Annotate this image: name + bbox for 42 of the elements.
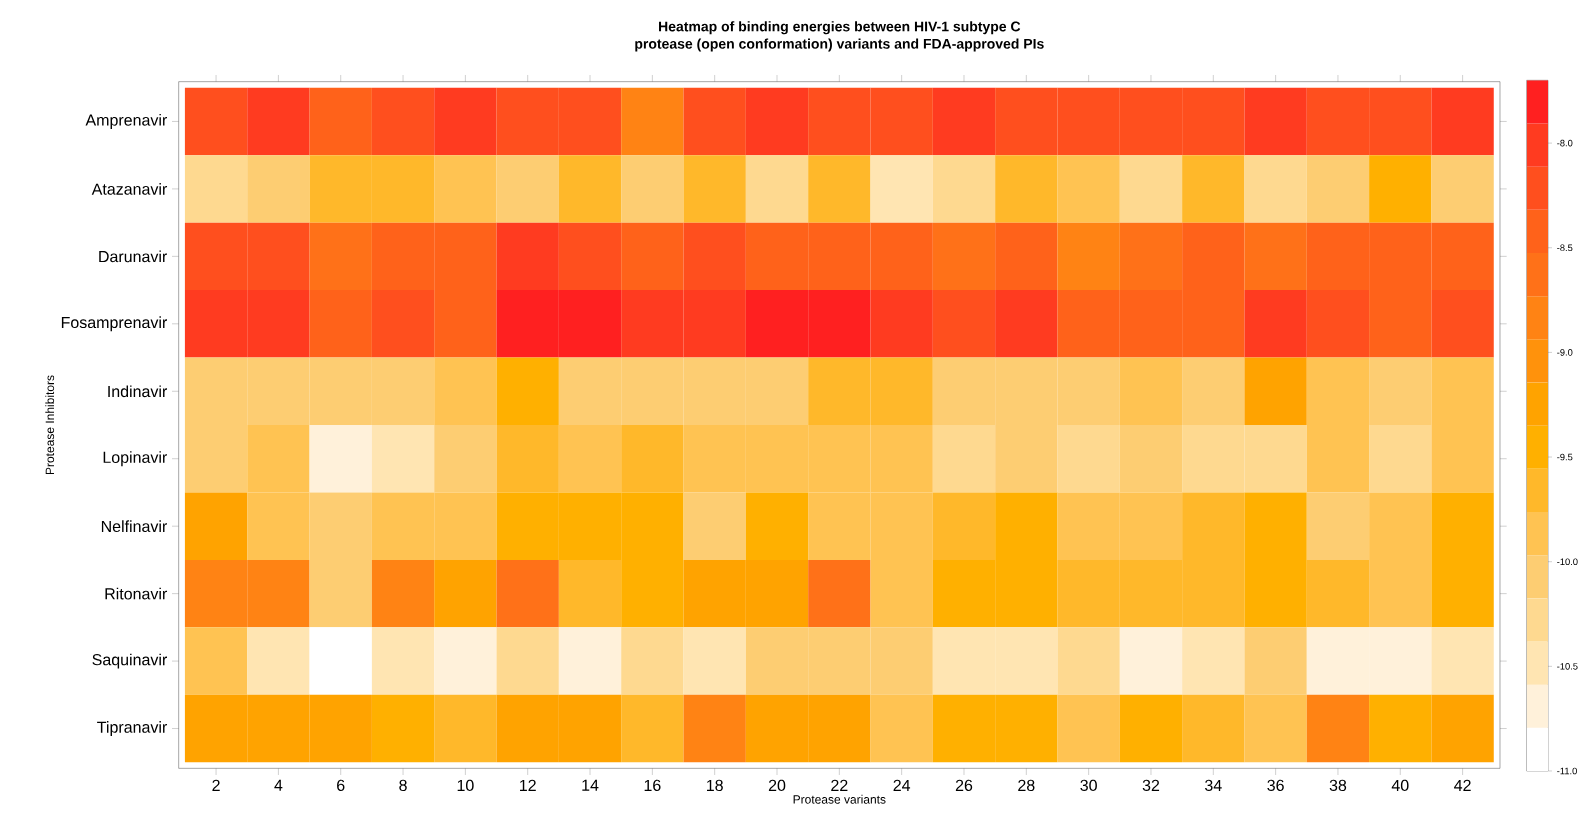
x-tick-label: 30 <box>1080 779 1097 792</box>
x-tick-label: 40 <box>1391 779 1409 792</box>
y-axis-title: Protease Inhibitors <box>45 375 55 475</box>
x-tick-label: 2 <box>212 779 220 791</box>
x-tick-label: 22 <box>831 779 848 791</box>
x-tick-label: 4 <box>274 779 283 791</box>
y-tick-label: Indinavir <box>108 385 168 398</box>
x-tick-label: 12 <box>520 779 536 791</box>
y-tick-label: Tipranavir <box>97 721 168 736</box>
color-bar-label: -9.5 <box>1557 453 1573 461</box>
x-tick-label: 20 <box>768 779 786 792</box>
x-tick-label: 16 <box>644 779 661 792</box>
y-tick-label: Amprenavir <box>85 114 168 129</box>
chart-subtitle: protease (open conformation) variants and FDA-approved PIs <box>635 38 1044 52</box>
y-tick-label: Darunavir <box>99 250 168 263</box>
chart-title: Heatmap of binding energies between HIV-1 subtype C <box>659 21 1021 35</box>
x-tick-label: 18 <box>707 779 723 792</box>
x-tick-label: 26 <box>955 779 973 792</box>
y-tick-label: Ritonavir <box>105 587 168 600</box>
x-tick-label: 36 <box>1267 779 1284 792</box>
color-bar-label: -8.0 <box>1557 139 1573 147</box>
x-tick-label: 8 <box>399 779 407 792</box>
y-tick-label: Lopinavir <box>103 451 168 467</box>
x-axis-title: Protease variants <box>793 794 886 804</box>
x-tick-label: 34 <box>1205 779 1222 792</box>
y-tick-label: Nelfinavir <box>101 520 168 533</box>
x-tick-label: 42 <box>1454 779 1471 791</box>
y-tick-label: Saquinavir <box>92 653 168 669</box>
y-tick-label: Atazanavir <box>91 183 168 195</box>
x-tick-label: 28 <box>1018 779 1035 792</box>
color-bar-label: -9.0 <box>1557 349 1573 356</box>
color-bar-label: -11.0 <box>1557 767 1577 775</box>
color-bar-label: -8.5 <box>1557 244 1573 252</box>
x-tick-label: 32 <box>1142 779 1160 792</box>
y-tick-label: Fosamprenavir <box>61 316 168 332</box>
x-tick-label: 14 <box>582 779 599 791</box>
x-tick-label: 6 <box>337 779 345 792</box>
x-tick-label: 10 <box>457 779 474 792</box>
x-tick-label: 24 <box>893 779 911 791</box>
color-bar-label: -10.0 <box>1557 558 1578 565</box>
color-bar-label: -10.5 <box>1557 663 1578 670</box>
x-tick-label: 38 <box>1329 779 1347 792</box>
